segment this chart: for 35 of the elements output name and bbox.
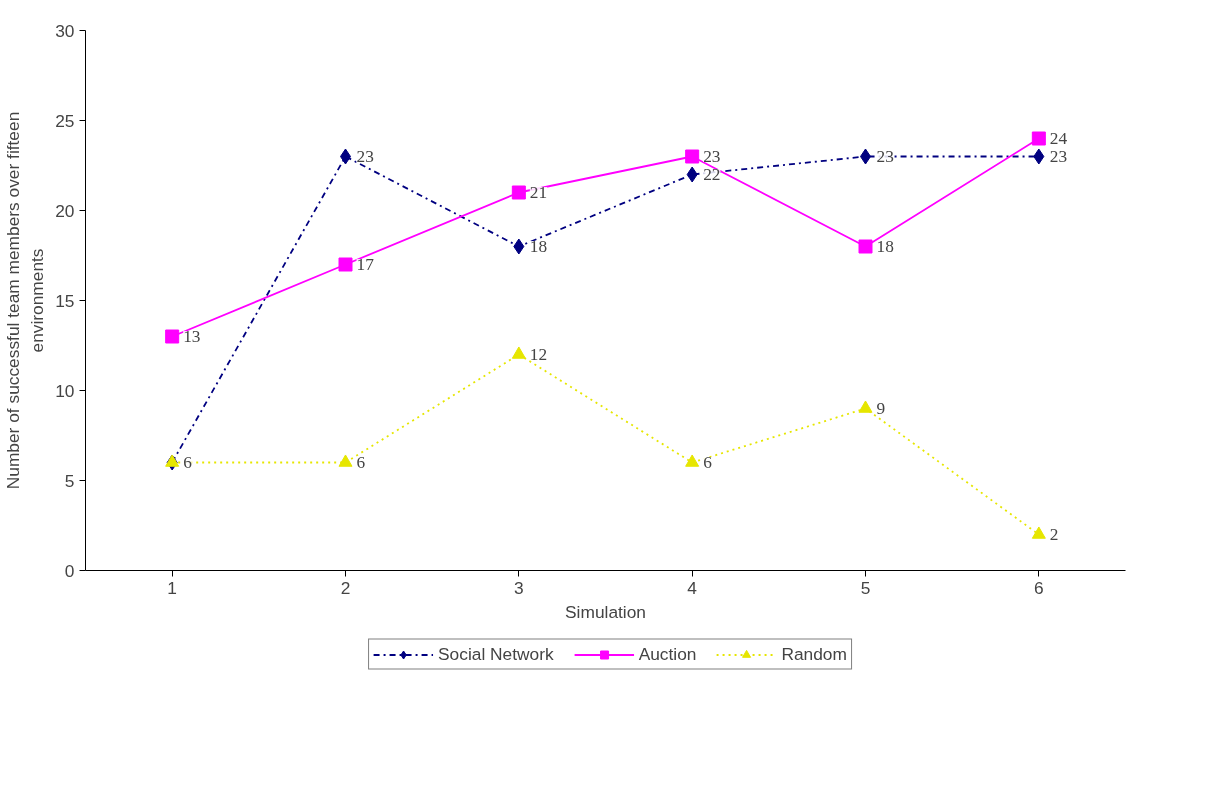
data-label: 13 [183,327,201,346]
y-tick-label: 20 [55,200,75,221]
legend-label: Social Network [438,643,554,665]
y-tick-label: 30 [55,20,75,41]
y-tick-label: 0 [64,560,75,581]
x-tick-label: 5 [860,577,871,598]
x-tick-label: 3 [514,577,524,598]
data-label: 2 [1049,525,1059,544]
data-label: 17 [356,255,375,274]
x-tick-label: 2 [340,577,351,598]
data-label: 6 [183,453,193,472]
y-axis-title: Number of successful team members over fifteen environments [3,111,48,490]
data-label: 21 [529,183,548,202]
x-tick-label: 1 [167,577,177,598]
data-label: 18 [876,237,894,256]
data-label: 23 [703,147,721,166]
x-tick-label: 4 [687,577,698,598]
data-label: 23 [876,147,894,166]
x-tick-label: 6 [1034,577,1044,598]
y-tick-label: 10 [55,380,75,401]
data-label: 9 [876,399,886,418]
data-label: 23 [1049,147,1068,166]
data-label: 18 [529,237,548,256]
y-tick-label: 15 [55,290,75,311]
y-tick-label: 5 [64,470,75,491]
data-label: 6 [356,453,366,472]
data-label: 24 [1049,129,1068,148]
legend-label: Auction [638,643,697,665]
data-label: 23 [356,147,374,166]
data-label: 22 [703,165,721,184]
data-label: 6 [703,453,713,472]
x-axis-title: Simulation [565,601,646,622]
y-tick-label: 25 [55,110,75,131]
legend-label: Random [781,643,847,665]
data-label: 12 [529,345,548,364]
